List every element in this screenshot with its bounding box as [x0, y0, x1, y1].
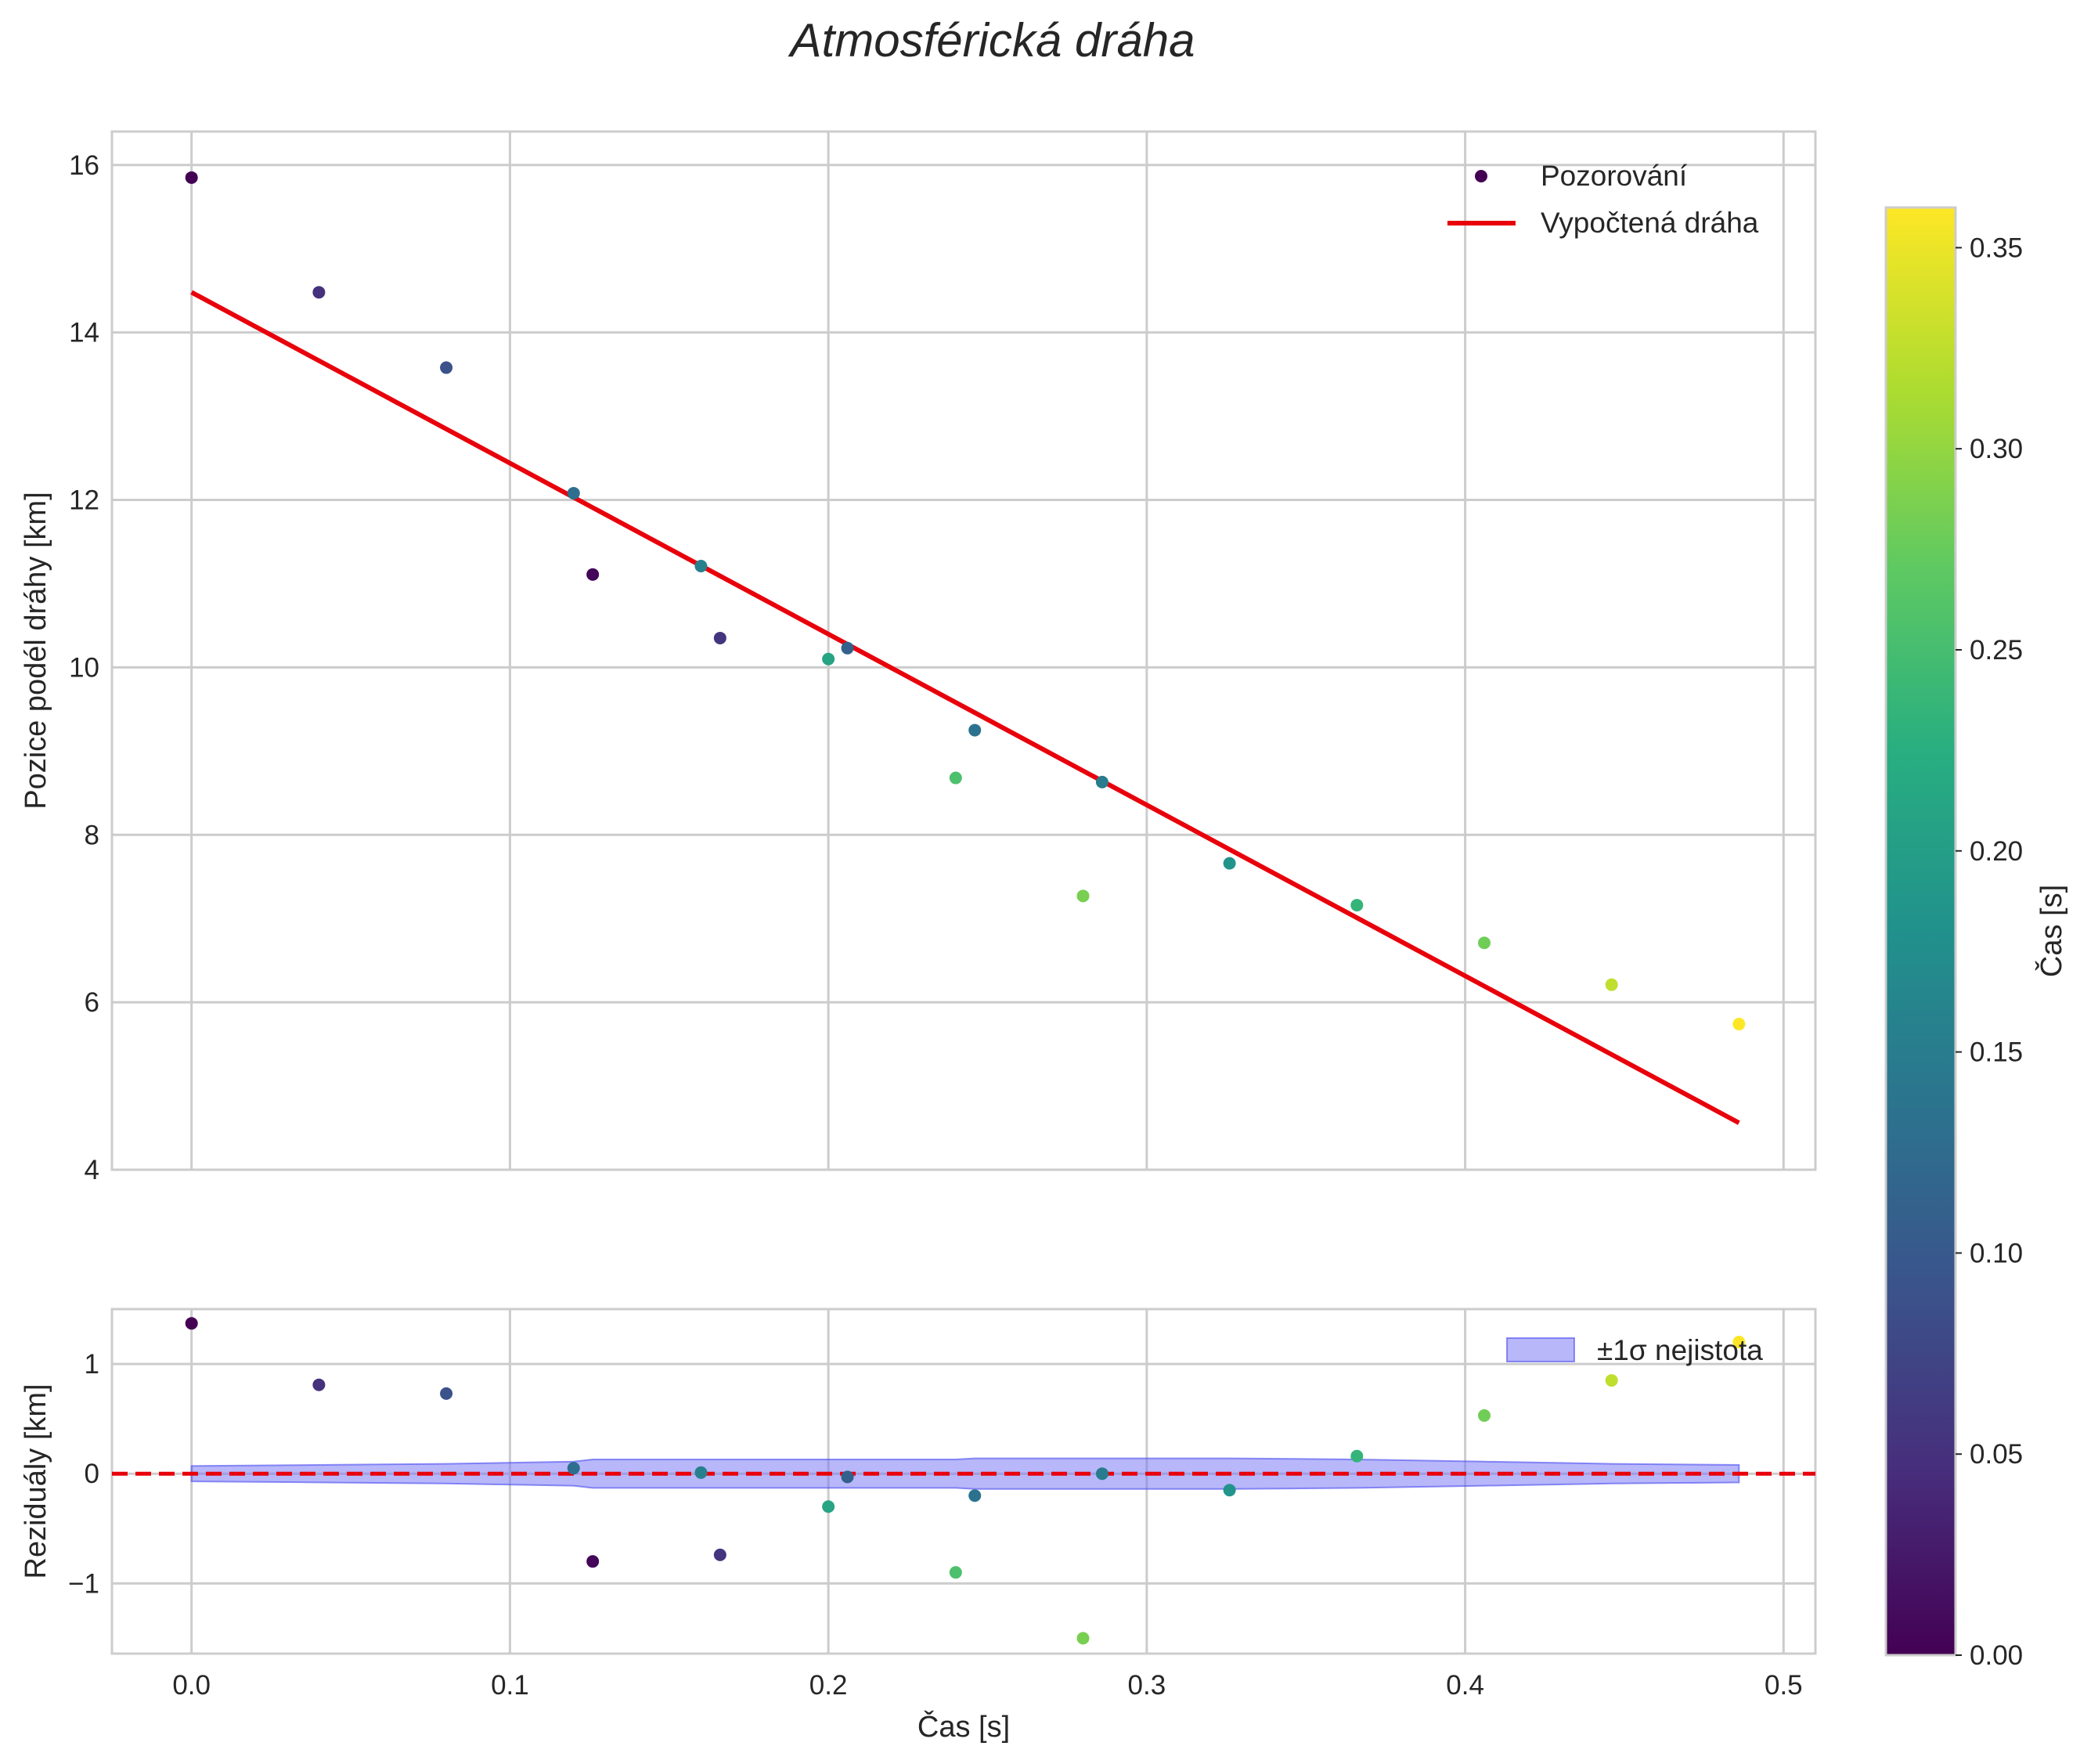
trajectory-y-tick-0: 4	[85, 1155, 99, 1185]
observation-points	[185, 171, 1746, 1030]
residual-point-3	[567, 1462, 580, 1475]
x-tick-3: 0.3	[1128, 1670, 1166, 1701]
residual-point-16	[1605, 1374, 1618, 1387]
colorbar-tick-2: 0.10	[1970, 1238, 2023, 1268]
trajectory-y-tick-4: 12	[69, 485, 99, 516]
residual-point-8	[841, 1470, 854, 1484]
trajectory-y-axis-label: Pozice podél dráhy [km]	[20, 492, 52, 810]
x-tick-5: 0.5	[1765, 1670, 1803, 1701]
x-axis-label: Čas [s]	[917, 1709, 1010, 1744]
observation-point-8	[841, 641, 854, 655]
legend-label-uncertainty: ±1σ nejistota	[1597, 1334, 1763, 1366]
residual-point-13	[1223, 1484, 1236, 1497]
trajectory-legend: Pozorování Vypočtená dráha	[1447, 160, 1759, 239]
colorbar: 0.00 0.05 0.10 0.15 0.20 0.25 0.30 0.35 Čas [s]	[1884, 206, 2068, 1671]
trajectory-panel: 4 6 8 10 12 14 16 Pozice podél dráhy [km] Pozo…	[20, 130, 1817, 1185]
x-tick-4: 0.4	[1446, 1670, 1484, 1701]
observation-point-6	[713, 631, 726, 644]
trajectory-y-tick-3: 10	[69, 652, 99, 683]
observation-point-5	[694, 559, 708, 572]
residual-point-2	[440, 1387, 453, 1400]
colorbar-label: Čas [s]	[2034, 885, 2068, 977]
observation-point-12	[1095, 775, 1108, 788]
colorbar-tick-0: 0.00	[1970, 1640, 2023, 1671]
residual-point-1	[312, 1378, 326, 1391]
trajectory-y-ticks: 4 6 8 10 12 14 16	[69, 150, 99, 1185]
residuals-legend: ±1σ nejistota	[1506, 1334, 1763, 1366]
residual-point-6	[713, 1548, 726, 1561]
legend-label-observations: Pozorování	[1541, 160, 1688, 192]
residual-point-17	[1732, 1336, 1746, 1349]
residual-point-4	[586, 1555, 600, 1568]
colorbar-tick-1: 0.05	[1970, 1439, 2023, 1470]
residuals-y-ticks: −1 0 1	[68, 1349, 99, 1599]
colorbar-ticks: 0.00 0.05 0.10 0.15 0.20 0.25 0.30 0.35	[1956, 233, 2023, 1671]
observation-point-15	[1478, 936, 1491, 950]
residual-point-12	[1095, 1467, 1108, 1481]
residual-point-7	[822, 1500, 835, 1513]
observation-point-2	[440, 361, 453, 374]
trajectory-plot-area	[110, 130, 1817, 1171]
legend-marker-observations	[1475, 170, 1487, 182]
x-tick-0: 0.0	[172, 1670, 211, 1701]
trajectory-y-tick-1: 6	[85, 987, 99, 1018]
trajectory-grid	[112, 132, 1815, 1171]
observation-point-17	[1732, 1017, 1746, 1030]
observation-point-11	[1076, 889, 1090, 903]
observation-point-1	[312, 286, 326, 299]
observation-point-9	[949, 771, 962, 785]
residual-point-14	[1350, 1449, 1364, 1463]
observation-point-16	[1605, 978, 1618, 991]
residuals-y-tick-2: 1	[85, 1349, 99, 1380]
legend-label-fit-line: Vypočtená dráha	[1541, 207, 1759, 239]
residuals-y-tick-1: 0	[85, 1459, 99, 1489]
colorbar-tick-4: 0.20	[1970, 836, 2023, 867]
observation-point-0	[185, 171, 198, 184]
residuals-x-ticks: 0.0 0.1 0.2 0.3 0.4 0.5	[172, 1670, 1802, 1701]
chart-title: Atmosférická dráha	[788, 14, 1195, 67]
colorbar-tick-3: 0.15	[1970, 1037, 2023, 1068]
observation-point-14	[1350, 899, 1364, 912]
colorbar-tick-7: 0.35	[1970, 233, 2023, 263]
observation-point-10	[968, 723, 982, 737]
x-tick-1: 0.1	[491, 1670, 529, 1701]
observation-point-13	[1223, 857, 1236, 870]
residual-points	[185, 1317, 1746, 1645]
legend-marker-uncertainty	[1506, 1337, 1575, 1362]
trajectory-y-tick-5: 14	[69, 318, 99, 348]
observation-point-3	[567, 486, 580, 500]
colorbar-gradient	[1884, 206, 1957, 1657]
residual-point-15	[1478, 1409, 1491, 1422]
residual-point-9	[949, 1566, 962, 1579]
observation-point-7	[822, 652, 835, 666]
trajectory-y-tick-6: 16	[69, 150, 99, 181]
computed-trajectory-line	[190, 290, 1740, 1125]
residual-point-5	[694, 1466, 708, 1479]
residual-point-11	[1076, 1632, 1090, 1645]
residual-point-10	[968, 1489, 982, 1502]
residual-point-0	[185, 1317, 198, 1330]
trajectory-y-tick-2: 8	[85, 820, 99, 850]
colorbar-tick-5: 0.25	[1970, 635, 2023, 666]
residuals-panel: −1 0 1 0.0 0.1 0.2 0.3 0.4 0.5 Reziduály [km] Č…	[20, 1308, 1817, 1744]
observation-point-4	[586, 568, 600, 581]
colorbar-tick-6: 0.30	[1970, 434, 2023, 464]
residuals-y-tick-0: −1	[68, 1568, 99, 1599]
residuals-y-axis-label: Reziduály [km]	[20, 1383, 52, 1578]
x-tick-2: 0.2	[809, 1670, 848, 1701]
